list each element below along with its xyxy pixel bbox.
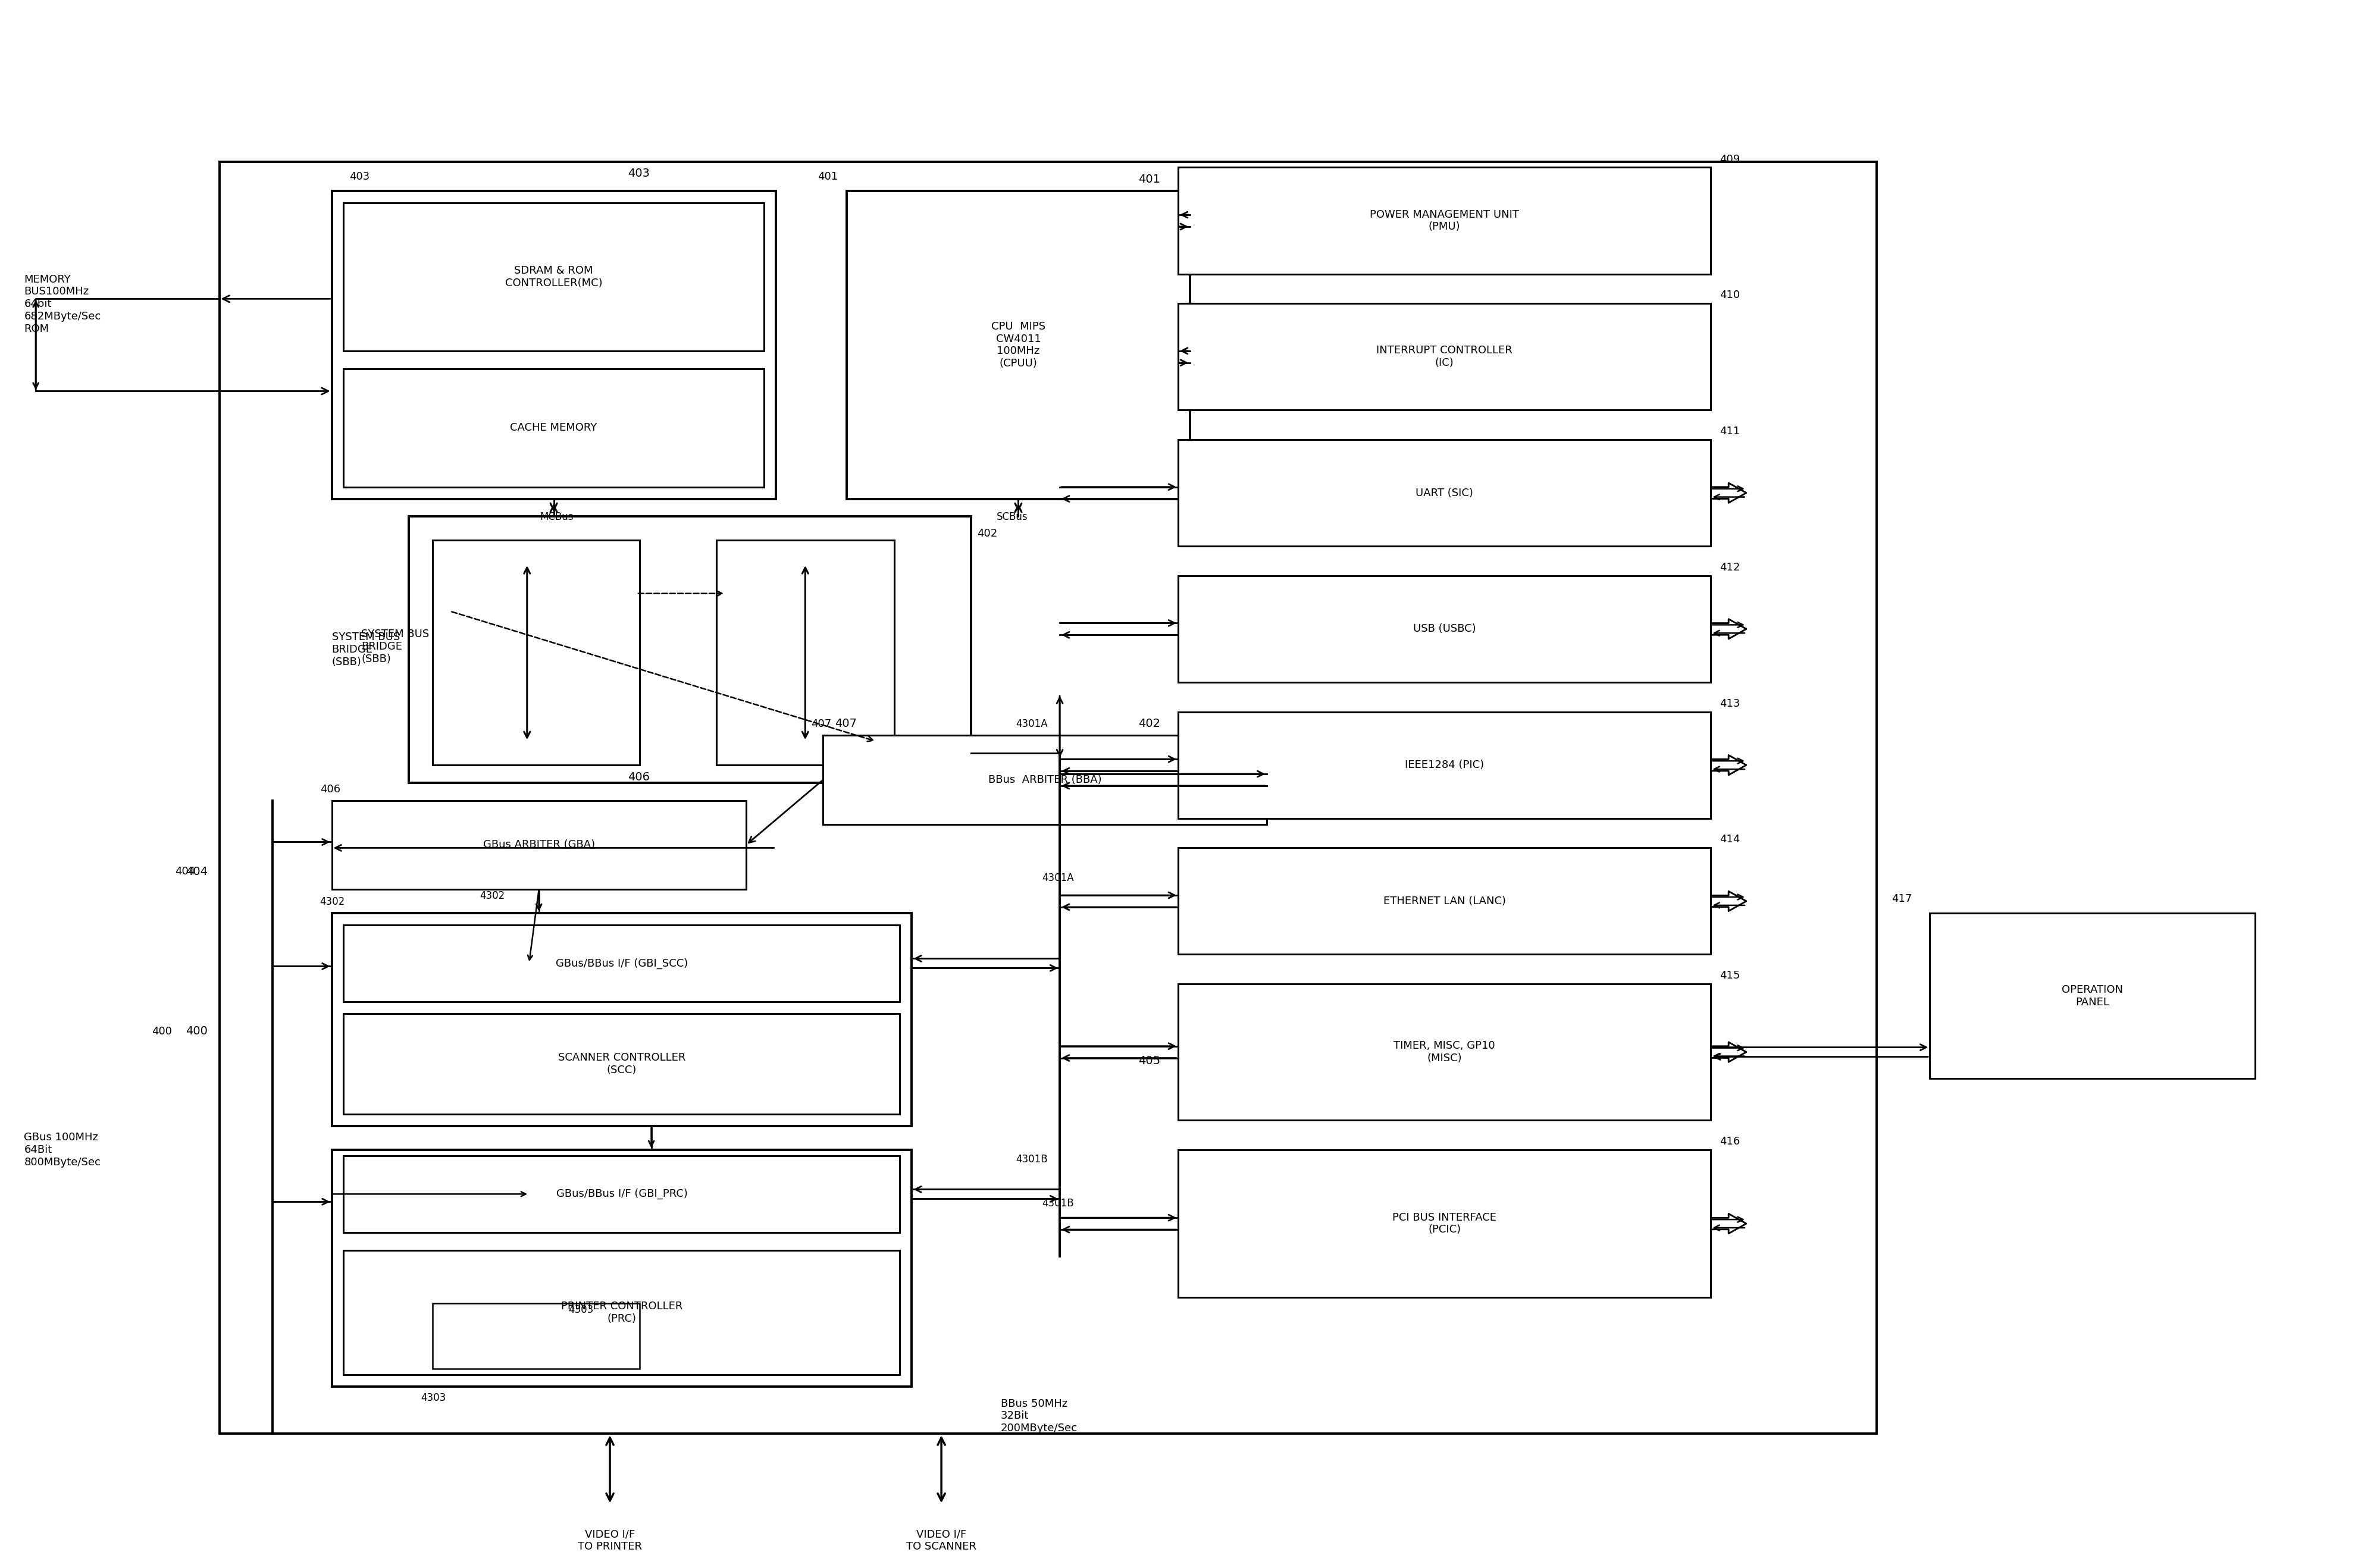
Bar bbox=[344, 1156, 901, 1232]
Text: 4302: 4302 bbox=[479, 891, 505, 902]
Text: 4301A: 4301A bbox=[1042, 873, 1073, 883]
Text: CACHE MEMORY: CACHE MEMORY bbox=[509, 422, 597, 433]
Text: ETHERNET LAN (LANC): ETHERNET LAN (LANC) bbox=[1384, 895, 1507, 906]
Text: 416: 416 bbox=[1719, 1135, 1740, 1146]
Text: TIMER, MISC, GP10
(MISC): TIMER, MISC, GP10 (MISC) bbox=[1394, 1041, 1495, 1063]
Text: POWER MANAGEMENT UNIT
(PMU): POWER MANAGEMENT UNIT (PMU) bbox=[1370, 209, 1519, 232]
Text: 417: 417 bbox=[1891, 894, 1912, 905]
Text: SDRAM & ROM
CONTROLLER(MC): SDRAM & ROM CONTROLLER(MC) bbox=[505, 265, 601, 289]
Text: BBus 50MHz
32Bit
200MByte/Sec: BBus 50MHz 32Bit 200MByte/Sec bbox=[1000, 1399, 1078, 1433]
Text: 4302: 4302 bbox=[321, 897, 344, 906]
Bar bbox=[332, 801, 745, 889]
Text: BBus  ARBITER (BBA): BBus ARBITER (BBA) bbox=[988, 775, 1101, 786]
Text: 4303: 4303 bbox=[568, 1305, 594, 1316]
Bar bbox=[344, 925, 901, 1002]
Text: 406: 406 bbox=[627, 771, 651, 782]
Bar bbox=[332, 913, 913, 1126]
Text: GBus 100MHz
64Bit
800MByte/Sec: GBus 100MHz 64Bit 800MByte/Sec bbox=[24, 1132, 101, 1168]
Bar bbox=[332, 1149, 913, 1386]
Bar bbox=[344, 1013, 901, 1115]
Text: 4301B: 4301B bbox=[1016, 1154, 1047, 1165]
Text: 412: 412 bbox=[1719, 561, 1740, 572]
Bar bbox=[1179, 168, 1712, 274]
Text: 413: 413 bbox=[1719, 698, 1740, 709]
Text: CPU  MIPS
CW4011
100MHz
(CPUU): CPU MIPS CW4011 100MHz (CPUU) bbox=[990, 321, 1045, 368]
Bar bbox=[1929, 913, 2254, 1079]
Text: 406: 406 bbox=[321, 784, 340, 795]
Text: OPERATION
PANEL: OPERATION PANEL bbox=[2061, 985, 2122, 1007]
Bar bbox=[344, 1250, 901, 1375]
Text: 400: 400 bbox=[186, 1025, 208, 1036]
Text: 405: 405 bbox=[1139, 1055, 1160, 1066]
Text: 401: 401 bbox=[818, 171, 837, 182]
Bar bbox=[1179, 304, 1712, 411]
Text: SCANNER CONTROLLER
(SCC): SCANNER CONTROLLER (SCC) bbox=[559, 1052, 686, 1076]
Text: 401: 401 bbox=[1139, 174, 1160, 185]
Bar bbox=[332, 191, 776, 499]
Text: 404: 404 bbox=[174, 866, 196, 877]
Bar bbox=[823, 735, 1266, 825]
Text: 409: 409 bbox=[1719, 154, 1740, 165]
Text: PCI BUS INTERFACE
(PCIC): PCI BUS INTERFACE (PCIC) bbox=[1391, 1212, 1497, 1236]
Bar bbox=[1179, 1149, 1712, 1298]
Text: 415: 415 bbox=[1719, 971, 1740, 982]
Text: INTERRUPT CONTROLLER
(IC): INTERRUPT CONTROLLER (IC) bbox=[1377, 345, 1511, 368]
Text: VIDEO I/F
TO SCANNER: VIDEO I/F TO SCANNER bbox=[905, 1529, 976, 1552]
Text: SYSTEM BUS
BRIDGE
(SBB): SYSTEM BUS BRIDGE (SBB) bbox=[332, 632, 401, 668]
Text: MCBus: MCBus bbox=[540, 511, 573, 522]
Text: 4303: 4303 bbox=[420, 1392, 446, 1403]
Text: 400: 400 bbox=[151, 1025, 172, 1036]
Text: GBus/BBus I/F (GBI_SCC): GBus/BBus I/F (GBI_SCC) bbox=[556, 958, 689, 969]
Text: UART (SIC): UART (SIC) bbox=[1415, 488, 1474, 499]
Bar bbox=[432, 1303, 639, 1369]
Bar bbox=[432, 541, 639, 765]
Text: GBus/BBus I/F (GBI_PRC): GBus/BBus I/F (GBI_PRC) bbox=[556, 1189, 689, 1200]
Text: 407: 407 bbox=[811, 718, 832, 729]
Bar bbox=[219, 162, 1877, 1433]
Text: 404: 404 bbox=[186, 866, 208, 877]
Text: 4301B: 4301B bbox=[1042, 1198, 1073, 1209]
Text: 403: 403 bbox=[349, 171, 370, 182]
Text: 402: 402 bbox=[976, 528, 997, 539]
Bar bbox=[1179, 575, 1712, 682]
Text: USB (USBC): USB (USBC) bbox=[1412, 624, 1476, 635]
Bar bbox=[717, 541, 894, 765]
Bar bbox=[408, 516, 971, 782]
Bar bbox=[1179, 848, 1712, 955]
Text: SCBus: SCBus bbox=[997, 511, 1028, 522]
Bar bbox=[1179, 985, 1712, 1120]
Text: 410: 410 bbox=[1719, 290, 1740, 301]
Bar bbox=[344, 202, 764, 351]
Bar bbox=[344, 368, 764, 488]
Text: 411: 411 bbox=[1719, 426, 1740, 436]
Text: 407: 407 bbox=[835, 718, 856, 729]
Text: SYSTEM BUS
BRIDGE
(SBB): SYSTEM BUS BRIDGE (SBB) bbox=[361, 629, 429, 665]
Text: 414: 414 bbox=[1719, 834, 1740, 845]
Text: GBus ARBITER (GBA): GBus ARBITER (GBA) bbox=[483, 839, 594, 850]
Text: MEMORY
BUS100MHz
64bit
682MByte/Sec
ROM: MEMORY BUS100MHz 64bit 682MByte/Sec ROM bbox=[24, 274, 101, 334]
Bar bbox=[847, 191, 1191, 499]
Text: IEEE1284 (PIC): IEEE1284 (PIC) bbox=[1405, 760, 1483, 770]
Text: VIDEO I/F
TO PRINTER: VIDEO I/F TO PRINTER bbox=[578, 1529, 641, 1552]
Text: 403: 403 bbox=[627, 168, 651, 179]
Text: 4301A: 4301A bbox=[1016, 718, 1047, 729]
Bar bbox=[1179, 712, 1712, 818]
Text: 402: 402 bbox=[1139, 718, 1160, 729]
Text: PRINTER CONTROLLER
(PRC): PRINTER CONTROLLER (PRC) bbox=[561, 1301, 681, 1323]
Bar bbox=[1179, 439, 1712, 546]
